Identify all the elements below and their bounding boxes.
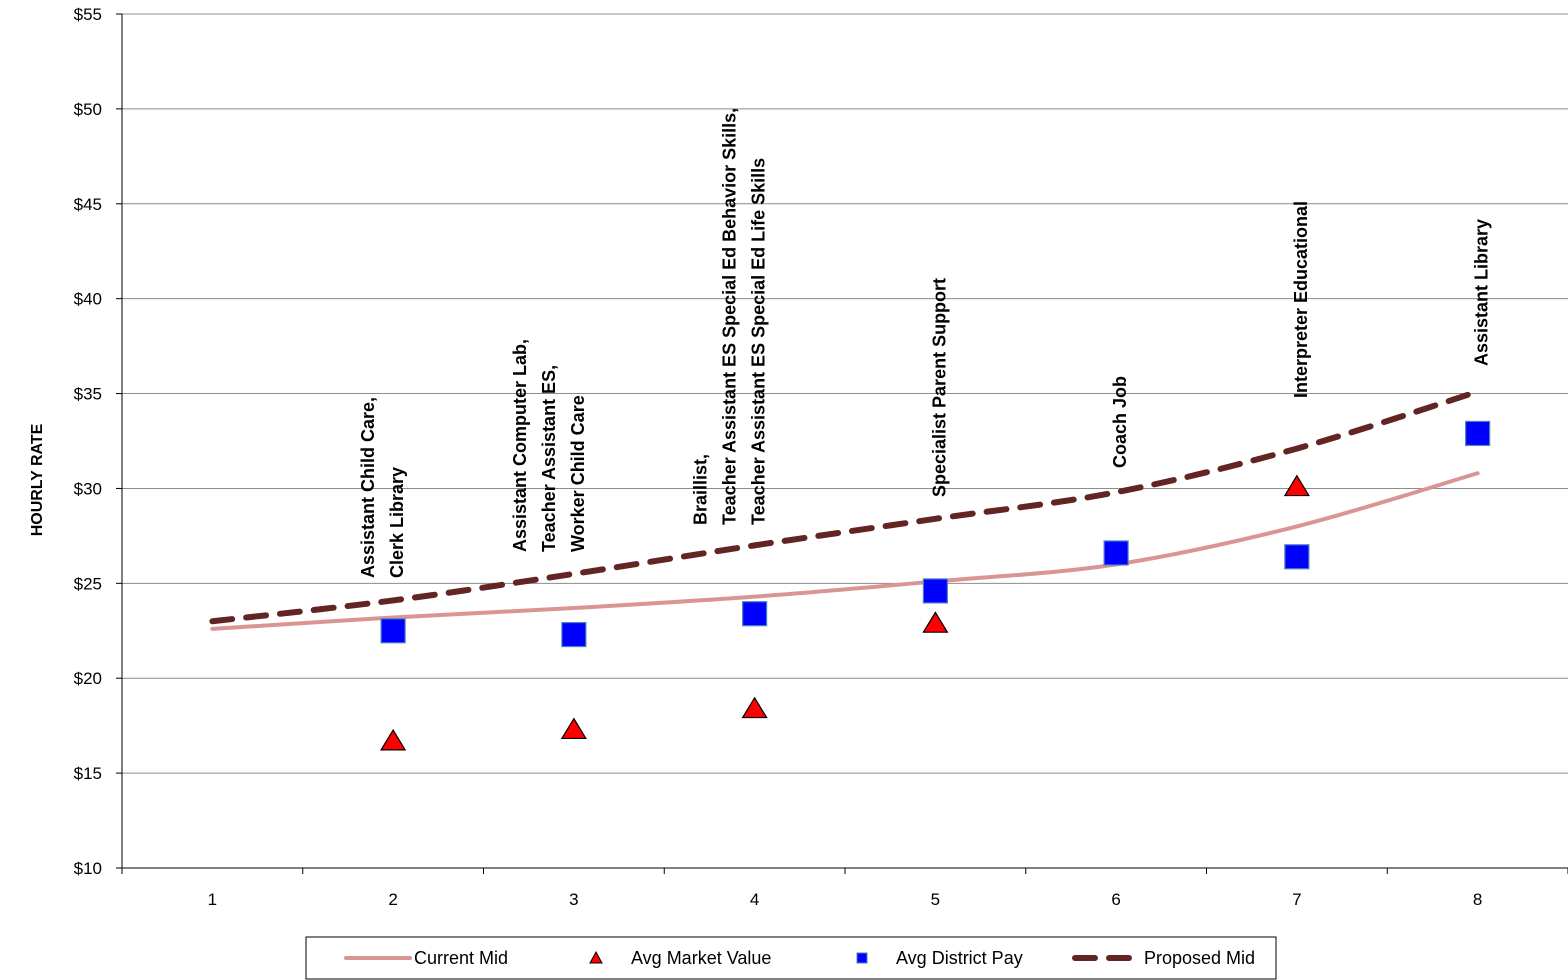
x-tick-label: 3 <box>569 890 578 909</box>
legend-swatch-avg-market-value <box>589 950 603 964</box>
y-tick-label: $50 <box>74 100 102 119</box>
x-axis: 1 2 3 4 5 6 7 8 <box>121 867 1568 909</box>
annotation-label: Assistant Child Care, <box>358 397 378 578</box>
x-tick-label: 8 <box>1473 890 1482 909</box>
marker-avg-market-value <box>380 728 407 751</box>
gridlines <box>122 13 1568 774</box>
legend-box <box>305 936 1277 980</box>
marker-avg-district-pay <box>1465 420 1491 447</box>
annotation-label: Coach Job <box>1110 376 1130 468</box>
legend-label-avg-district-pay: Avg District Pay <box>896 948 1023 968</box>
x-tick-label: 6 <box>1111 890 1120 909</box>
y-tick-label: $30 <box>74 479 102 498</box>
y-tick-label: $25 <box>74 574 102 593</box>
series-line-proposed-mid <box>209 388 1481 625</box>
annotation-label: Teacher Assistant ES Special Ed Life Ski… <box>749 158 769 525</box>
legend-label-current-mid: Current Mid <box>414 948 508 968</box>
legend-label-avg-market-value: Avg Market Value <box>631 948 771 968</box>
annotation-label: Clerk Library <box>387 467 407 578</box>
legend-swatch-avg-district-pay <box>856 952 868 964</box>
y-tick-label: $10 <box>74 859 102 878</box>
marker-avg-district-pay <box>561 621 587 648</box>
marker-avg-market-value <box>560 717 587 740</box>
x-tick-label: 5 <box>931 890 940 909</box>
y-tick-label: $20 <box>74 669 102 688</box>
y-tick-label: $35 <box>74 385 102 404</box>
marker-avg-district-pay <box>380 618 406 644</box>
marker-avg-market-value <box>1283 474 1310 497</box>
y-tick-label: $55 <box>74 5 102 24</box>
marker-avg-market-value <box>741 696 768 719</box>
marker-avg-market-value <box>922 611 949 633</box>
annotation-label: Braillist, <box>691 454 711 525</box>
job-annotations: Assistant Child Care, Clerk Library Assist… <box>358 108 1492 578</box>
annotation-label: Assistant Computer Lab, <box>510 339 530 552</box>
annotation-label: Interpreter Educational <box>1291 201 1311 398</box>
series-line-current-mid <box>210 471 1480 631</box>
series-markers <box>380 420 1491 751</box>
x-tick-label: 7 <box>1292 890 1301 909</box>
annotation-label: Assistant Library <box>1472 219 1492 366</box>
x-tick-label: 2 <box>388 890 397 909</box>
marker-avg-district-pay <box>922 578 948 604</box>
y-axis: $10 $15 $20 $25 $30 $35 $40 $45 $50 $55 <box>74 5 123 878</box>
y-tick-label: $15 <box>74 764 102 783</box>
series-lines <box>209 388 1481 631</box>
x-tick-label: 1 <box>208 890 217 909</box>
annotation-label: Teacher Assistant ES Special Ed Behavior… <box>720 108 740 525</box>
annotation-label: Worker Child Care <box>568 395 588 552</box>
y-axis-title: HOURLY RATE <box>29 423 46 536</box>
legend: Current Mid Avg Market Value Avg District … <box>305 936 1277 980</box>
marker-avg-district-pay <box>1284 544 1310 570</box>
y-tick-label: $40 <box>74 290 102 309</box>
marker-avg-district-pay <box>1103 540 1129 566</box>
x-tick-label: 4 <box>750 890 759 909</box>
legend-label-proposed-mid: Proposed Mid <box>1144 948 1255 968</box>
marker-avg-district-pay <box>742 601 768 627</box>
y-tick-label: $45 <box>74 195 102 214</box>
annotation-label: Teacher Assistant ES, <box>539 365 559 552</box>
annotation-label: Specialist Parent Support <box>929 278 949 497</box>
